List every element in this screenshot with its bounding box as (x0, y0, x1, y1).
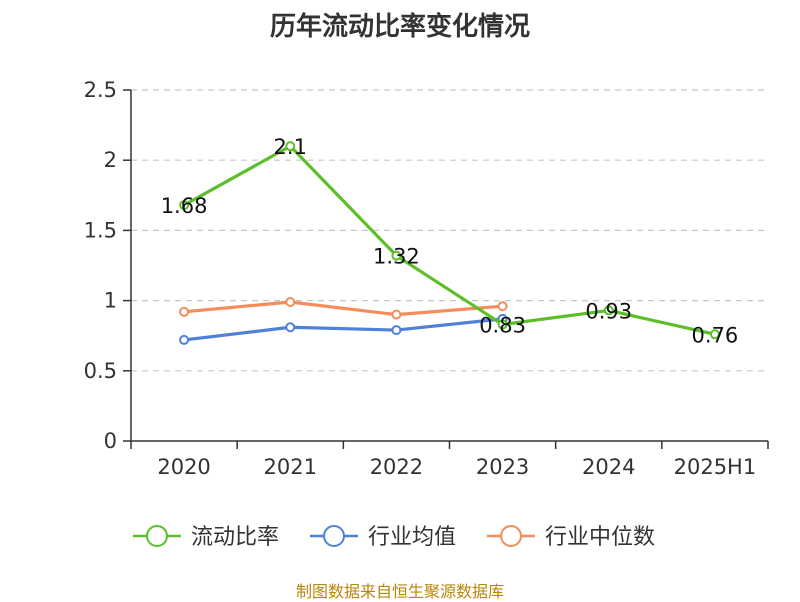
data-labels: 1.68 2.1 1.32 0.83 0.93 0.76 (161, 135, 739, 347)
x-tick-label: 2024 (582, 455, 635, 479)
data-label: 1.68 (161, 194, 208, 218)
y-tick-label: 2 (104, 148, 117, 172)
y-tick-label: 1.5 (84, 218, 117, 242)
x-tick-label: 2020 (157, 455, 210, 479)
data-label: 0.83 (479, 313, 526, 337)
chart-title: 历年流动比率变化情况 (269, 12, 530, 42)
data-point (179, 334, 190, 345)
data-point (285, 297, 296, 308)
x-tick-label: 2022 (370, 455, 423, 479)
data-point (497, 319, 508, 330)
data-point (391, 325, 402, 336)
data-point (603, 305, 614, 316)
data-point (497, 301, 508, 312)
data-label: 2.1 (274, 135, 307, 159)
x-tick-label: 2025H1 (674, 455, 757, 479)
legend-label: 行业均值 (368, 525, 456, 550)
legend-marker (323, 525, 345, 547)
data-point (285, 322, 296, 333)
grid-lines (131, 89, 768, 372)
y-tick-label: 1 (104, 289, 117, 313)
legend-marker (500, 525, 522, 547)
data-point (179, 306, 190, 317)
legend-item-2[interactable]: 行业中位数 (487, 525, 655, 550)
series-line-0 (183, 144, 716, 336)
y-tick-label: 2.5 (84, 78, 117, 102)
data-label: 0.93 (585, 299, 632, 323)
source-note: 制图数据来自恒生聚源数据库 (295, 582, 504, 601)
data-point (285, 141, 296, 152)
legend-marker (146, 525, 168, 547)
series-lines (179, 141, 720, 345)
series-line-1 (183, 317, 503, 342)
legend-label: 行业中位数 (545, 525, 655, 550)
legend-item-1[interactable]: 行业均值 (310, 525, 456, 550)
data-label: 1.32 (373, 245, 420, 269)
x-tick-label: 2021 (264, 455, 317, 479)
data-point (391, 250, 402, 261)
data-label: 0.76 (692, 323, 739, 347)
y-tick-label: 0 (104, 429, 117, 453)
data-point (391, 309, 402, 320)
axes: 0 0.5 1 1.5 2 2.5 2020 2021 2022 2023 2024 2025H1 (84, 78, 769, 479)
y-tick-label: 0.5 (84, 359, 117, 383)
legend-item-0[interactable]: 流动比率 (133, 525, 279, 550)
legend-label: 流动比率 (191, 525, 279, 550)
data-point (179, 200, 190, 211)
data-point (709, 329, 720, 340)
legend[interactable]: 流动比率 行业均值 行业中位数 (133, 525, 655, 550)
series-line-2 (183, 300, 503, 317)
x-tick-label: 2023 (476, 455, 529, 479)
